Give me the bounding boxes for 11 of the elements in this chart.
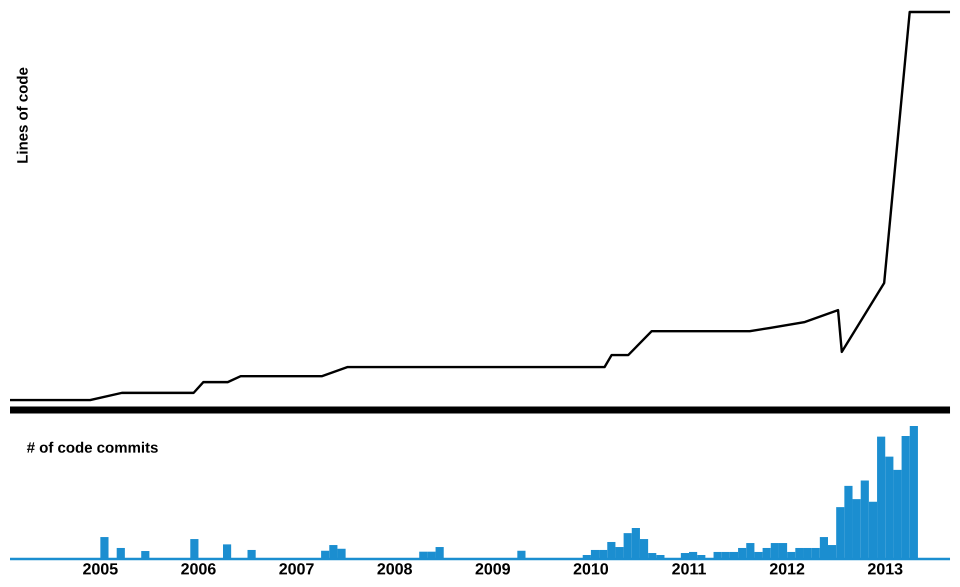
x-tick-label: 2013: [868, 563, 902, 575]
x-tick-label: 2011: [672, 563, 706, 575]
x-tick-label: 2008: [377, 563, 412, 575]
x-tick-label: 2012: [770, 563, 804, 575]
x-tick-label: 2006: [181, 563, 216, 575]
x-tick-label: 2007: [279, 563, 314, 575]
y-axis-title: Lines of code: [16, 68, 28, 163]
text: # of code commits: [26, 442, 158, 453]
x-tick-label: 2009: [476, 563, 510, 575]
x-tick-label: 2005: [83, 563, 118, 575]
x-tick-label: 2010: [574, 563, 608, 575]
